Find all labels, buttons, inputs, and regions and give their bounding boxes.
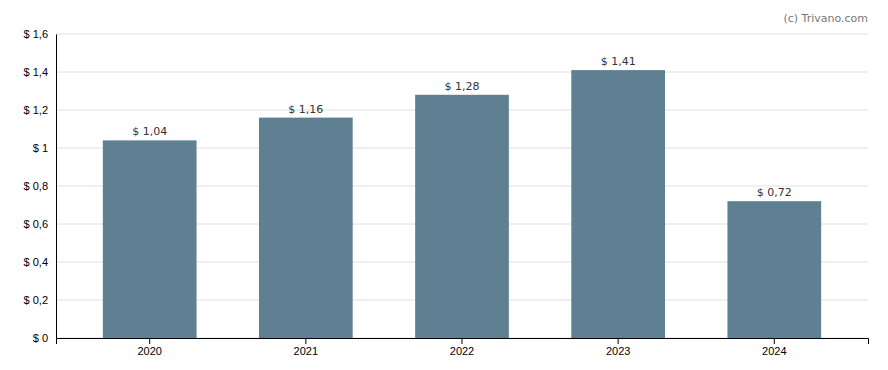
tick-mark — [774, 338, 775, 344]
bar — [727, 201, 821, 338]
data-label: $ 1,16 — [288, 103, 323, 116]
axis-domain — [56, 35, 57, 339]
tick-label: $ 0,6 — [24, 218, 48, 230]
tick: $ 0,6 — [24, 218, 56, 230]
data-label: $ 1,04 — [132, 125, 167, 138]
tick: $ 0 — [33, 332, 56, 344]
bar — [571, 70, 665, 338]
tick: $ 0,4 — [24, 256, 56, 268]
y-axis: $ 0 $ 0,2 $ 0,4 $ 0,6 $ 0,8 $ 1 $ 1,2 $ 1,4 $ 1,… — [24, 28, 57, 344]
tick-label: 2023 — [606, 345, 630, 357]
tick-label: 2022 — [450, 345, 474, 357]
tick: $ 1 — [33, 142, 56, 154]
tick: $ 1,6 — [24, 28, 56, 40]
tick: $ 1,4 — [24, 66, 56, 78]
tick-mark — [618, 338, 619, 344]
bar — [415, 95, 509, 338]
tick-label: $ 1 — [33, 142, 48, 154]
data-labels: $ 1,04 $ 1,16 $ 1,28 $ 1,41 $ 0,72 — [132, 55, 792, 199]
tick: 2020 — [137, 338, 161, 357]
tick: $ 0,8 — [24, 180, 56, 192]
tick-mark — [305, 338, 306, 344]
tick-label: $ 0,2 — [24, 294, 48, 306]
grid-line — [56, 34, 868, 35]
tick-label: 2021 — [294, 345, 318, 357]
tick-label: $ 1,2 — [24, 104, 48, 116]
tick: 2024 — [762, 338, 786, 357]
x-axis: 2020 2021 2022 2023 2024 — [57, 338, 869, 357]
data-label: $ 0,72 — [757, 186, 792, 199]
tick-label: $ 0,4 — [24, 256, 48, 268]
axis-domain — [57, 339, 869, 345]
tick-label: $ 0 — [33, 332, 48, 344]
annotations: (c) Trivano.com — [783, 12, 868, 25]
data-label: $ 1,41 — [601, 55, 636, 68]
plot: $ 0 $ 0,2 $ 0,4 $ 0,6 $ 0,8 $ 1 $ 1,2 $ 1,4 $ 1,… — [24, 28, 869, 357]
watermark: (c) Trivano.com — [783, 12, 868, 25]
tick-mark — [462, 338, 463, 344]
tick-label: $ 1,4 — [24, 66, 48, 78]
tick-label: 2020 — [137, 345, 161, 357]
tick-label: 2024 — [762, 345, 786, 357]
tick: $ 0,2 — [24, 294, 56, 306]
bars — [103, 70, 821, 338]
tick: 2021 — [294, 338, 318, 357]
grid — [56, 34, 868, 338]
bar — [103, 140, 197, 338]
tick: 2023 — [606, 338, 630, 357]
tick: 2022 — [450, 338, 474, 357]
data-label: $ 1,28 — [445, 80, 480, 93]
tick-label: $ 1,6 — [24, 28, 48, 40]
chart-svg: $ 0 $ 0,2 $ 0,4 $ 0,6 $ 0,8 $ 1 $ 1,2 $ 1,4 $ 1,… — [0, 0, 888, 370]
tick-label: $ 0,8 — [24, 180, 48, 192]
bar — [259, 118, 353, 338]
tick: $ 1,2 — [24, 104, 56, 116]
tick-mark — [149, 338, 150, 344]
grid-line — [56, 72, 868, 73]
chart-container: $ 0 $ 0,2 $ 0,4 $ 0,6 $ 0,8 $ 1 $ 1,2 $ 1,4 $ 1,… — [0, 0, 888, 370]
